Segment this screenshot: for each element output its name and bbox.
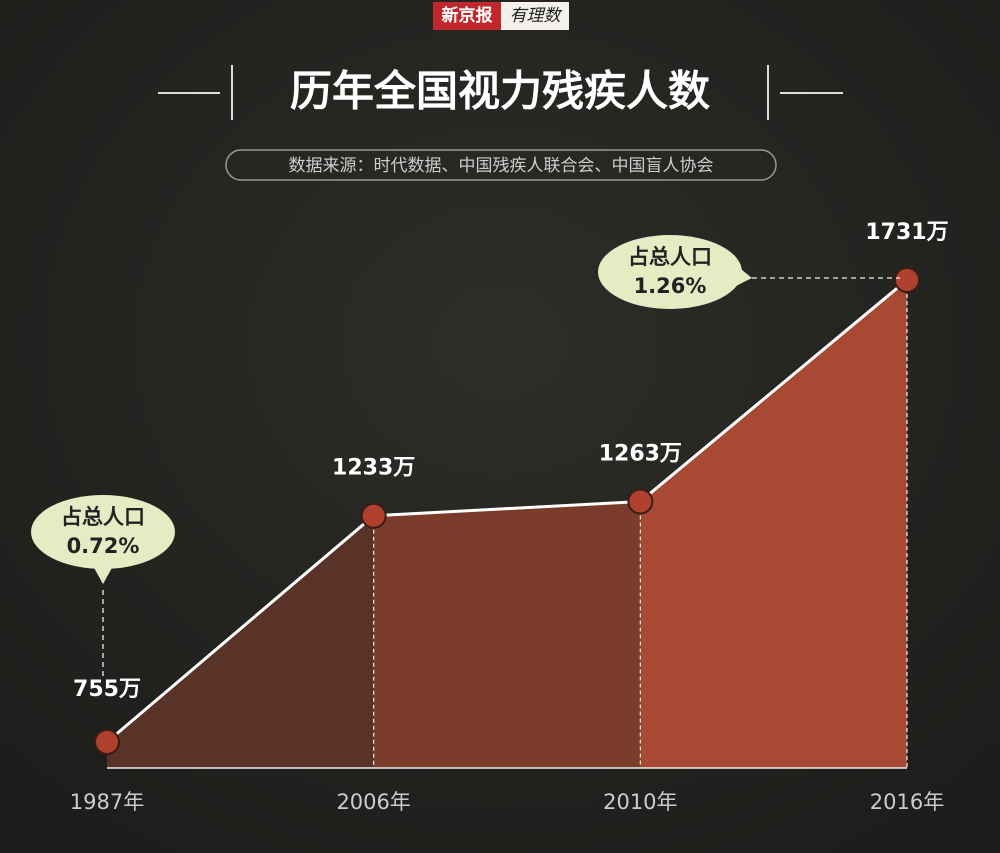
annotation-bubble — [598, 235, 742, 309]
area-segment — [640, 280, 907, 768]
value-label: 1731万 — [865, 220, 948, 245]
line — [106, 278, 908, 744]
annotation-text: 占总人口 — [628, 245, 712, 269]
subtitle: 数据来源：时代数据、中国残疾人联合会、中国盲人协会 — [289, 156, 714, 176]
value-label: 1233万 — [332, 456, 415, 481]
x-tick-label: 1987年 — [70, 790, 144, 814]
subtitle-pill — [225, 149, 777, 181]
value-label: 1263万 — [599, 442, 682, 467]
logo-right: 有理数 — [510, 6, 563, 26]
marker — [627, 488, 654, 515]
annotation-tail — [93, 566, 113, 584]
marker — [894, 267, 920, 293]
annotation-text: 占总人口 — [61, 505, 145, 529]
area-segment — [373, 501, 641, 768]
marker — [360, 502, 387, 529]
logo-left: 新京报 — [442, 5, 493, 26]
chart-title: 历年全国视力残疾人数 — [290, 67, 710, 116]
annotation-text: 1.26% — [634, 274, 707, 298]
logo-red — [433, 2, 501, 30]
area-segment — [107, 515, 374, 768]
annotation-bubble — [31, 495, 175, 569]
marker — [94, 729, 120, 755]
annotation-text: 0.72% — [67, 534, 140, 558]
x-tick-label: 2006年 — [336, 790, 410, 814]
x-tick-label: 2010年 — [603, 790, 677, 814]
x-tick-label: 2016年 — [870, 790, 944, 814]
title-deco — [158, 65, 843, 120]
value-label: 755万 — [73, 677, 141, 702]
